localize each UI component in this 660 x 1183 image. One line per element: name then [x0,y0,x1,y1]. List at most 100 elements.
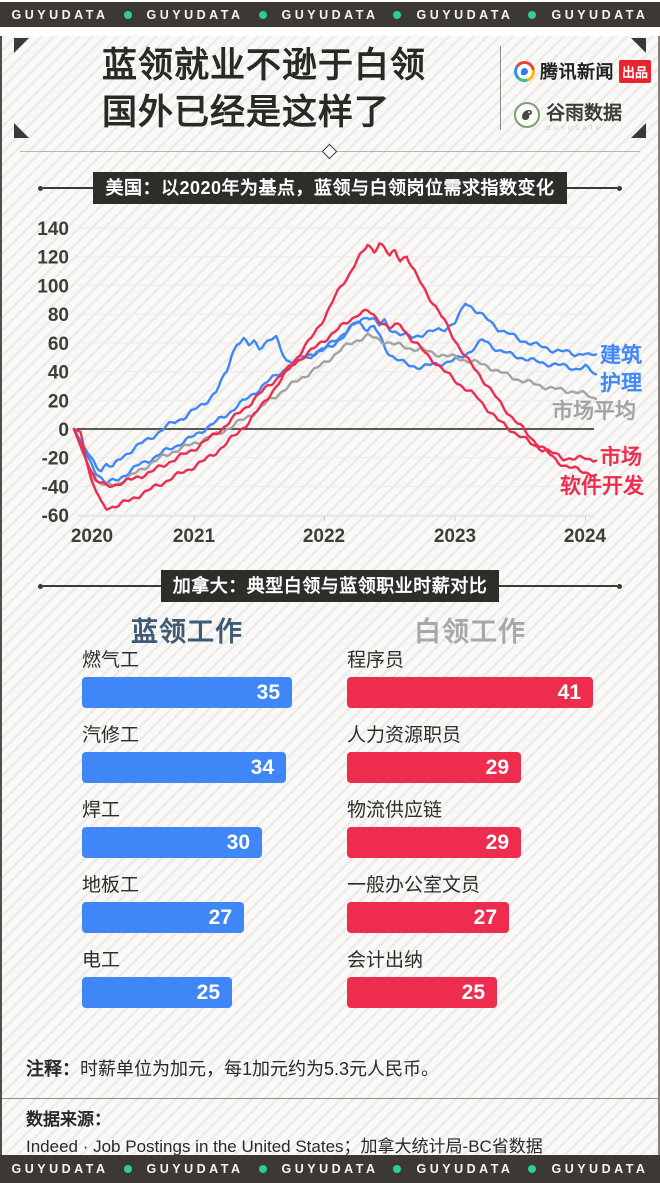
bar-row: 汽修工 34 [82,724,292,783]
source-divider [2,1098,658,1099]
bar-label: 燃气工 [82,650,140,671]
series-line-2 [72,332,598,487]
series-label: 市场平均 [552,399,636,423]
bar: 25 [347,977,497,1008]
brand-dot-icon [393,10,402,19]
brand-dot-icon [123,10,132,19]
studio-subtitle: GUYUDATA [546,126,603,132]
logo-block: 腾讯新闻 出品 谷雨数据 GUYUDATA [514,58,660,132]
brand-word: GUYUDATA [281,7,379,22]
note: 注释：时薪单位为加元，每1加元约为5.3元人民币。 [26,1058,634,1080]
x-tick-label: 2022 [303,526,345,547]
y-tick-label: 60 [48,334,69,355]
studio-name-block: 谷雨数据 GUYUDATA [546,98,622,132]
bar-chart-header: 加拿大：典型白领与蓝领职业时薪对比 [38,570,622,602]
bar-row: 程序员 41 [347,649,593,708]
top-brand-bar: GUYUDATA GUYUDATA GUYUDATA GUYUDATA GUYUDATA [0,2,660,27]
y-tick-label: 80 [48,305,69,326]
bar: 27 [82,902,244,933]
bar-label: 电工 [82,950,121,971]
corner-mark-icon [631,38,646,53]
y-tick-label: 100 [37,276,69,297]
bar-column-white-collar: 程序员 41 人力资源职员 29 物流供应链 29 一般办公室文员 27 会计出纳 25 [347,649,593,1024]
x-tick-label: 2024 [564,526,607,547]
x-tick-label: 2021 [173,526,216,547]
y-tick-label: 0 [58,420,69,441]
brand-word: GUYUDATA [281,1162,379,1176]
bar-row: 地板工 27 [82,874,292,933]
brand-dot-icon [393,1165,402,1173]
bar-chart-body: 燃气工 35 汽修工 34 焊工 30 地板工 27 电工 25 程序员 41 人力资源职员 29 物流供应… [2,649,658,1028]
masthead-divider [500,46,501,130]
brand-word: GUYUDATA [551,7,649,22]
series-label: 建筑 [600,343,642,367]
page-title: 蓝领就业不逊于白领 国外已经是这样了 [102,42,426,136]
publisher-logo: 腾讯新闻 出品 [514,58,660,84]
blue-collar-column-title: 蓝领工作 [131,617,243,647]
source-block: 数据来源： Indeed · Job Postings in the Unite… [26,1110,634,1157]
white-collar-column-title: 白领工作 [414,617,526,647]
bar-row: 人力资源职员 29 [347,724,593,783]
series-line-4 [72,242,598,511]
bar: 29 [347,752,521,783]
guyu-bird-icon [514,102,540,128]
series-label: 市场 [600,445,642,469]
brand-word: GUYUDATA [416,7,514,22]
y-tick-label: -60 [42,506,69,527]
dot-icon [617,583,622,589]
bar-label: 焊工 [82,800,121,821]
brand-dot-icon [258,10,267,19]
bar-row: 焊工 30 [82,799,292,858]
bar-column-blue-collar: 燃气工 35 汽修工 34 焊工 30 地板工 27 电工 25 [82,649,292,1024]
bar-label: 人力资源职员 [347,725,462,746]
bar-chart-title: 加拿大：典型白领与蓝领职业时薪对比 [160,570,500,602]
bar-label: 汽修工 [82,725,140,746]
bar-label: 物流供应链 [347,800,443,821]
line-chart-title: 美国：以2020年为基点，蓝领与白领岗位需求指数变化 [93,172,567,204]
y-tick-label: -20 [42,449,69,470]
brand-word: GUYUDATA [416,1162,514,1176]
page-title-line1: 蓝领就业不逊于白领 [102,46,427,85]
corner-mark-icon [14,38,29,53]
studio-name: 谷雨数据 [546,103,623,124]
series-label: 护理 [600,371,642,395]
brand-word: GUYUDATA [146,7,244,22]
masthead: 蓝领就业不逊于白领 国外已经是这样了 腾讯新闻 出品 谷雨数据 GUYUDATA [12,36,652,140]
bar: 29 [347,827,521,858]
brand-dot-icon [258,1165,267,1173]
series-line-1 [72,320,598,486]
corner-mark-icon [631,123,646,138]
publisher-badge: 出品 [619,59,652,83]
series-line-0 [72,302,598,473]
x-tick-label: 2023 [434,526,476,547]
brand-dot-icon [528,1165,537,1173]
bar: 30 [82,827,262,858]
series-label: 软件开发 [560,474,645,498]
bar-row: 一般办公室文员 27 [347,874,593,933]
brand-word: GUYUDATA [11,1162,109,1176]
dot-icon [617,185,623,191]
bar-label: 一般办公室文员 [347,875,481,896]
y-tick-label: 20 [48,391,69,412]
y-tick-label: 40 [48,363,69,384]
bar: 41 [347,677,593,708]
bar: 34 [82,752,286,783]
bar: 27 [347,902,509,933]
y-tick-label: 120 [37,248,69,269]
note-label: 注释： [26,1059,80,1079]
brand-dot-icon [528,10,537,19]
note-text: 时薪单位为加元，每1加元约为5.3元人民币。 [80,1059,440,1079]
bar-row: 物流供应链 29 [347,799,593,858]
publisher-name: 腾讯新闻 [540,62,614,82]
tencent-news-icon [514,60,535,82]
section-divider [2,143,658,160]
source-text: Indeed · Job Postings in the United Stat… [26,1137,543,1156]
x-tick-label: 2020 [71,526,113,547]
studio-logo: 谷雨数据 GUYUDATA [514,98,660,132]
dot-icon [38,583,43,589]
bar-chart-column-titles: 蓝领工作 白领工作 [2,610,658,647]
source-label: 数据来源： [26,1110,111,1129]
bar-row: 燃气工 35 [82,649,292,708]
